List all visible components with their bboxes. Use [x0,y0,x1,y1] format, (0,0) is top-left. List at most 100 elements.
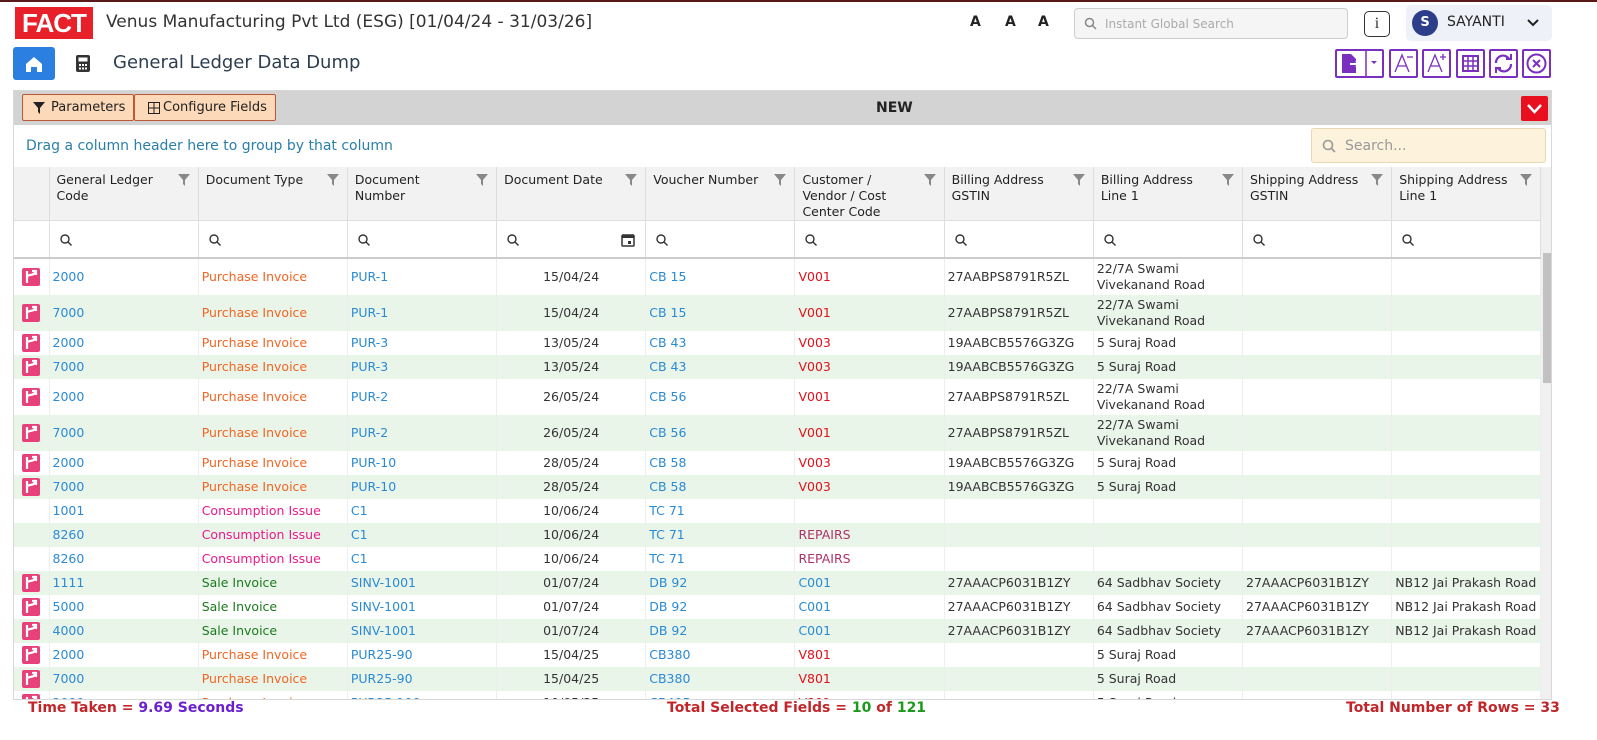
row-action[interactable] [22,333,40,352]
icon [621,234,635,247]
data-row[interactable]: 8260 Consumption Issue C1 10/06/24 TC 71 REPA… [14,546,1541,571]
data-row[interactable]: 7000 Purchase Invoice PUR25-90 15/04/25 CB38… [14,666,1541,691]
cell: Purchase Invoice [198,474,348,499]
row-action[interactable] [22,621,40,640]
filter-cell[interactable] [794,220,945,259]
data-row[interactable]: 2000 Purchase Invoice PUR-3 13/05/24 CB 43 V0… [14,330,1541,355]
column-header[interactable]: Shipping Address Line 1 [1391,167,1541,221]
filter-cell[interactable] [1093,220,1244,259]
data-row[interactable]: 1001 Consumption Issue C1 10/06/24 TC 71 [14,498,1541,523]
info-button[interactable]: i [1364,11,1390,37]
row-action[interactable] [22,387,40,406]
data-row[interactable]: 7000 Purchase Invoice PUR-3 13/05/24 CB 43 V0… [14,354,1541,379]
icon [177,174,190,186]
home-button[interactable] [13,47,55,80]
row-action[interactable] [22,423,40,442]
cell [1242,666,1393,691]
font-decrease[interactable]: A [1038,14,1049,30]
column-header[interactable]: Document Date [496,167,647,221]
cell: CB 43 [645,330,796,355]
cell: Purchase Invoice [198,690,348,699]
scrollbar[interactable] [1541,167,1551,699]
row-action[interactable] [22,597,40,616]
footer: Time Taken = 9.69 Seconds Total Selected… [0,700,1597,740]
row-action[interactable] [22,573,40,592]
data-row[interactable]: 8260 Consumption Issue C1 10/06/24 TC 71 REPA… [14,522,1541,547]
column-header[interactable]: Document Type [198,167,348,221]
cell: 1111 [49,570,199,595]
cell: 19AABCB5576G3ZG [944,450,1094,475]
row-action[interactable] [22,267,40,286]
filter-cell[interactable] [496,220,647,259]
column-header[interactable]: Billing Address GSTIN [944,167,1094,221]
filter-cell[interactable] [944,220,1094,259]
cell: 4000 [49,618,199,643]
filter-cell[interactable] [645,220,796,259]
filter-cell[interactable] [198,220,348,259]
cell: 28/05/24 [496,474,647,499]
column-header[interactable]: General Ledger Code [49,167,199,221]
row-action[interactable] [22,357,40,376]
column-header[interactable]: Customer / Vendor / Cost Center Code [794,167,945,221]
font-smaller-button[interactable] [1389,49,1418,78]
cell: 7000 [49,666,199,691]
collapse-button[interactable] [1521,96,1548,121]
export-button[interactable] [1335,49,1384,78]
cell: 2000 [49,450,199,475]
icon [507,234,520,246]
cell: C001 [794,594,945,619]
icon [25,695,38,699]
configure-button[interactable]: Configure Fields [134,94,276,121]
row-icon-cell [14,666,50,691]
logo[interactable]: FACT [15,7,93,39]
data-row[interactable]: 1111 Sale Invoice SINV-1001 01/07/24 DB 92 C0… [14,570,1541,595]
filter-cell[interactable] [49,220,199,259]
cell: 7000 [49,414,199,451]
font-reset[interactable]: A [1005,14,1016,30]
column-header[interactable]: Document Number [347,167,498,221]
global-search[interactable]: Instant Global Search [1074,8,1348,39]
data-row[interactable]: 7000 Purchase Invoice PUR-10 28/05/24 CB 58 V… [14,474,1541,499]
column-header[interactable]: Shipping Address GSTIN [1242,167,1393,221]
font-increase[interactable]: A [970,14,981,30]
row-action[interactable] [22,453,40,472]
cell [1391,330,1541,355]
data-row[interactable]: 4000 Sale Invoice SINV-1001 01/07/24 DB 92 C0… [14,618,1541,643]
font-larger-button[interactable] [1422,49,1451,78]
cell: 7000 [49,354,199,379]
row-action[interactable] [22,693,40,699]
data-row[interactable]: 2000 Purchase Invoice PUR-2 26/05/24 CB 56 V0… [14,378,1541,415]
row-action[interactable] [22,303,40,322]
data-row[interactable]: 7000 Purchase Invoice PUR-1 15/04/24 CB 15 V0… [14,294,1541,331]
cell: V001 [794,378,945,415]
column-header[interactable]: Billing Address Line 1 [1093,167,1244,221]
column-header[interactable]: Voucher Number [645,167,796,221]
filter-cell[interactable] [1242,220,1393,259]
cell: 26/05/24 [496,414,647,451]
data-row[interactable]: 2000 Purchase Invoice PUR25-90 15/04/25 CB38… [14,642,1541,667]
row-action[interactable] [22,477,40,496]
search-icon [1322,139,1336,153]
data-row[interactable]: 2000 Purchase Invoice PUR-1 15/04/24 CB 15 V0… [14,257,1541,295]
scroll-thumb[interactable] [1543,253,1551,383]
cell: Consumption Issue [198,522,348,547]
cell: 27AABPS8791R5ZL [944,378,1094,415]
cell: 10/06/24 [496,546,647,571]
cell: 64 Sadbhav Society [1093,618,1244,643]
data-row[interactable]: 7000 Purchase Invoice PUR-2 26/05/24 CB 56 V0… [14,414,1541,451]
close-button[interactable] [1522,49,1551,78]
refresh-button[interactable] [1489,49,1518,78]
filter-cell[interactable] [1391,220,1541,259]
cell: 27AAACP6031B1ZY [1242,618,1393,643]
row-action[interactable] [22,645,40,664]
grid-button[interactable] [1456,49,1485,78]
data-row[interactable]: 2000 Purchase Invoice PUR-10 28/05/24 CB 58 V… [14,450,1541,475]
filter-cell[interactable] [347,220,498,259]
grid-search[interactable]: Search... [1311,128,1546,163]
row-action[interactable] [22,669,40,688]
parameters-button[interactable]: Parameters [22,94,135,121]
data-row[interactable]: 5000 Sale Invoice SINV-1001 01/07/24 DB 92 C0… [14,594,1541,619]
user-menu[interactable]: S SAYANTI [1406,5,1552,41]
